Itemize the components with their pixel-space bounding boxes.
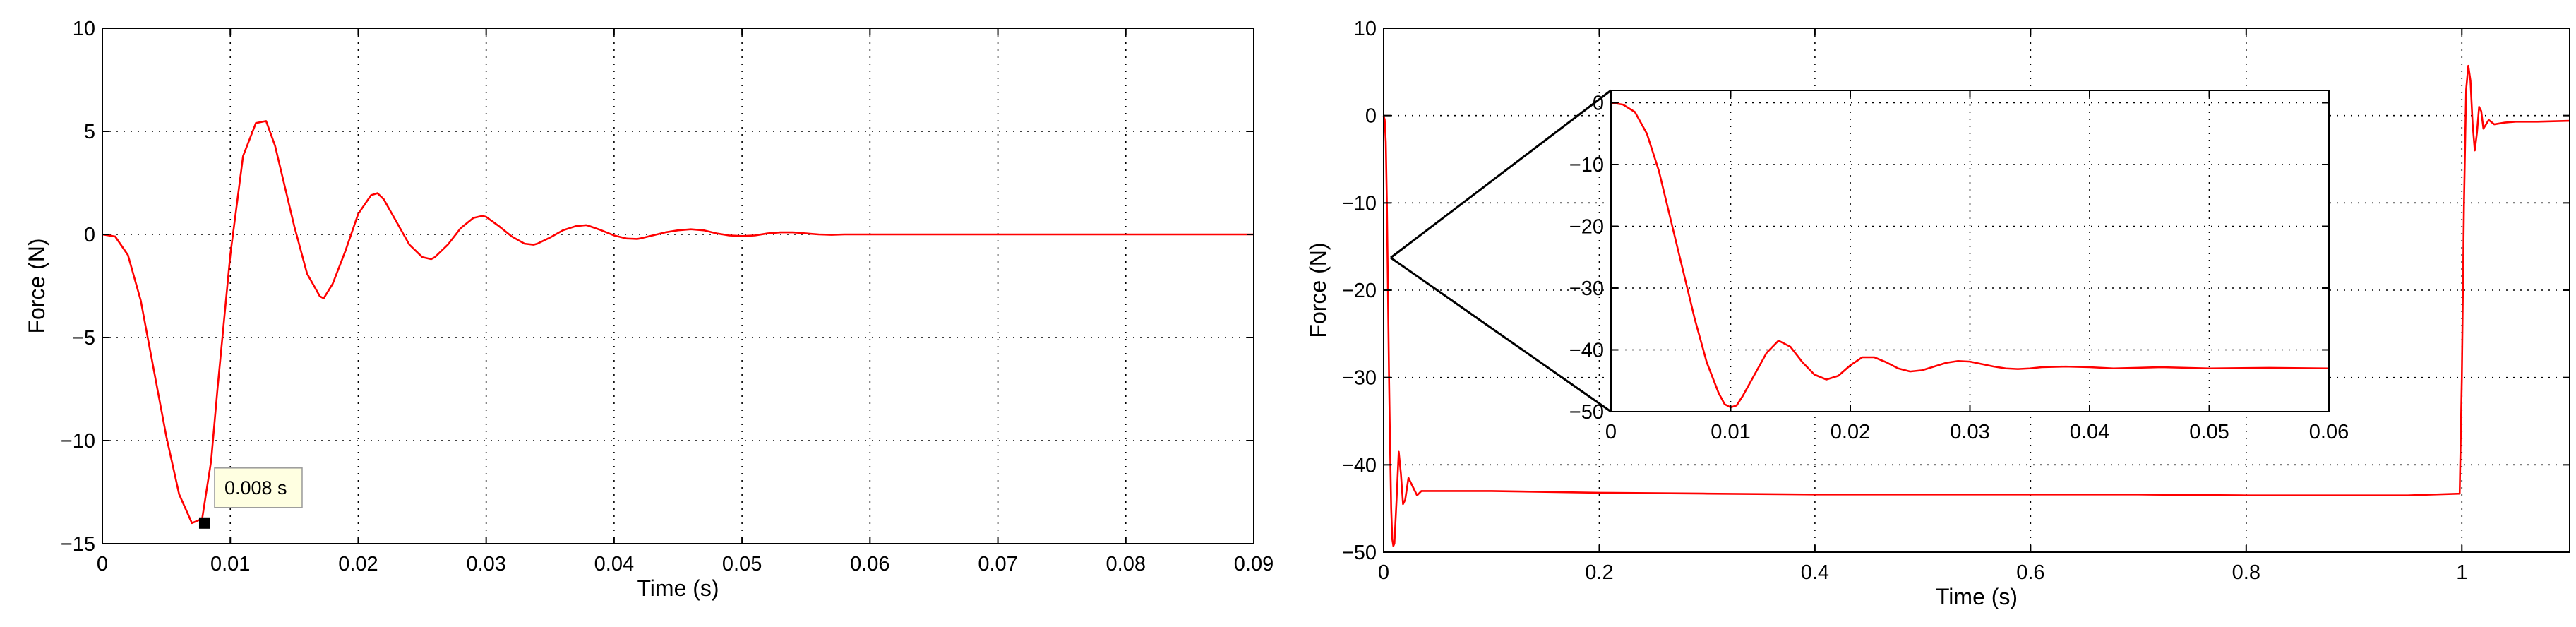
x-tick-label: 0.03 bbox=[1950, 421, 1989, 443]
y-tick-label: −40 bbox=[1569, 340, 1604, 362]
x-tick-label: 0.4 bbox=[1801, 561, 1829, 584]
inset-zoom-connector bbox=[1390, 89, 1612, 413]
x-tick-label: 0.06 bbox=[2309, 421, 2349, 443]
x-tick-label: 0.09 bbox=[1234, 553, 1274, 575]
x-tick-label: 0.07 bbox=[978, 553, 1017, 575]
data-tip: 0.008 s bbox=[198, 467, 303, 529]
inset-chart: 0 0.01 0.02 0.03 0.04 0.05 0.06 −50 −40 −30 −20 −10… bbox=[1569, 90, 2349, 443]
y-tick-label: −20 bbox=[1569, 216, 1604, 239]
y-tick-label: −10 bbox=[1569, 154, 1604, 177]
y-tick-label: 5 bbox=[84, 121, 95, 143]
y-tick-label: −10 bbox=[1342, 192, 1377, 215]
y-tick-label: 0 bbox=[1365, 105, 1377, 128]
data-tip-label: 0.008 s bbox=[224, 477, 287, 498]
x-tick-label: 0.2 bbox=[1585, 561, 1613, 584]
x-tick-label: 0 bbox=[97, 553, 108, 575]
x-tick-label: 0.01 bbox=[210, 553, 250, 575]
y-tick-label: −50 bbox=[1569, 401, 1604, 424]
x-tick-label: 0.6 bbox=[2016, 561, 2044, 584]
x-tick-label: 0.02 bbox=[338, 553, 378, 575]
x-tick-label: 0.04 bbox=[594, 553, 634, 575]
x-tick-label: 0.02 bbox=[1831, 421, 1870, 443]
x-tick-label: 0.03 bbox=[466, 553, 505, 575]
y-tick-label: 10 bbox=[73, 18, 95, 40]
x-axis-label: Time (s) bbox=[1936, 584, 2018, 609]
y-axis-label: Force (N) bbox=[1305, 242, 1331, 338]
left-chart: 0 0.01 0.02 0.03 0.04 0.05 0.06 0.07 0.08 0.09 −15… bbox=[24, 18, 1274, 601]
series-line bbox=[1610, 102, 2330, 409]
y-tick-label: 0 bbox=[84, 224, 95, 246]
y-tick-label: −20 bbox=[1342, 280, 1377, 302]
y-tick-label: −30 bbox=[1569, 277, 1604, 300]
x-tick-label: 0 bbox=[1605, 421, 1617, 443]
zoom-line bbox=[1390, 256, 1612, 413]
x-tick-label: 0.05 bbox=[2189, 421, 2229, 443]
y-tick-label: −5 bbox=[72, 327, 95, 350]
x-tick-label: 0.01 bbox=[1711, 421, 1750, 443]
data-tip-marker bbox=[198, 517, 210, 529]
y-tick-label: 10 bbox=[1354, 18, 1377, 40]
x-tick-label: 0.8 bbox=[2232, 561, 2260, 584]
y-tick-label: −50 bbox=[1342, 542, 1377, 564]
series-line bbox=[102, 120, 1254, 525]
data-tip-box bbox=[214, 467, 303, 508]
x-tick-label: 0 bbox=[1378, 561, 1389, 584]
axes-frame bbox=[102, 28, 1254, 544]
y-tick-label: −40 bbox=[1342, 454, 1377, 477]
series-line bbox=[1382, 64, 2570, 547]
y-tick-label: −15 bbox=[61, 533, 95, 556]
y-tick-label: −10 bbox=[61, 430, 95, 453]
x-tick-label: 0.05 bbox=[722, 553, 762, 575]
x-tick-label: 0.04 bbox=[2070, 421, 2109, 443]
x-tick-label: 0.06 bbox=[850, 553, 889, 575]
zoom-line bbox=[1390, 89, 1612, 259]
x-axis-label: Time (s) bbox=[637, 575, 719, 601]
x-tick-label: 1 bbox=[2456, 561, 2467, 584]
x-tick-label: 0.08 bbox=[1106, 553, 1146, 575]
y-axis-label: Force (N) bbox=[24, 238, 49, 333]
plot-area bbox=[1611, 90, 2329, 412]
y-tick-label: −30 bbox=[1342, 367, 1377, 390]
